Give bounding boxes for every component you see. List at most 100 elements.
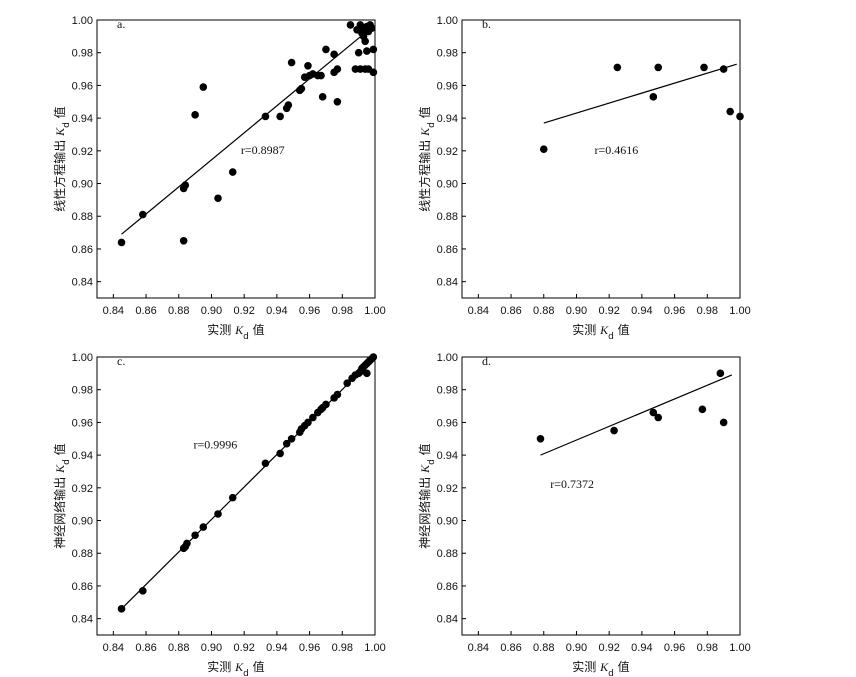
- data-point: [214, 194, 222, 203]
- data-point: [343, 379, 352, 387]
- data-point: [287, 58, 296, 67]
- plot-frame: [96, 19, 376, 299]
- data-point: [654, 413, 663, 422]
- data-point: [333, 390, 342, 399]
- y-tick-label: 1.00: [437, 15, 458, 27]
- data-point: [309, 413, 317, 422]
- data-point: [183, 539, 191, 548]
- y-tick-label: 0.84: [72, 277, 93, 289]
- data-point: [369, 68, 378, 77]
- y-tick-label: 0.94: [437, 450, 458, 462]
- y-tick-label: 0.86: [72, 581, 93, 593]
- data-point: [199, 83, 208, 91]
- y-axis-label: 神经网络输出 Kd 值: [417, 443, 437, 548]
- x-tick-label: 0.90: [201, 305, 222, 317]
- x-tick-label: 0.94: [266, 305, 287, 317]
- y-tick-label: 0.88: [437, 211, 458, 223]
- y-tick-label: 0.84: [437, 277, 458, 289]
- data-point: [117, 238, 126, 247]
- data-point: [228, 493, 237, 502]
- data-point: [354, 48, 363, 57]
- data-point: [199, 523, 208, 531]
- y-tick-label: 0.86: [72, 244, 93, 256]
- x-axis-label: 实测 Kd 值: [207, 322, 264, 342]
- data-point: [700, 63, 708, 72]
- data-point: [536, 434, 545, 443]
- data-point: [214, 510, 222, 518]
- data-point: [726, 107, 734, 116]
- data-point: [363, 369, 371, 378]
- x-tick-label: 0.84: [468, 642, 489, 654]
- data-point: [649, 93, 658, 101]
- x-tick-label: 0.98: [697, 642, 718, 654]
- data-point: [297, 84, 306, 93]
- data-point: [138, 587, 147, 595]
- data-point: [719, 418, 728, 427]
- x-tick-label: 0.96: [299, 305, 320, 317]
- x-tick-label: 0.86: [135, 642, 156, 654]
- x-tick-label: 0.98: [697, 305, 718, 317]
- data-point: [117, 605, 126, 613]
- data-point: [287, 434, 296, 443]
- data-point: [191, 531, 199, 540]
- data-point: [138, 210, 147, 219]
- x-tick-label: 0.88: [533, 305, 554, 317]
- x-tick-label: 0.92: [598, 305, 619, 317]
- plot-frame: [96, 356, 376, 636]
- data-point: [361, 37, 369, 46]
- y-tick-label: 0.86: [437, 581, 458, 593]
- panel-label: c.: [117, 354, 125, 368]
- data-point: [261, 459, 270, 468]
- data-point: [181, 181, 190, 189]
- chart-panel-4: 0.84 0.86 0.88 0.90 0.92 0.94 0.96 0.98 1.00 0.84…: [417, 352, 751, 677]
- data-point: [369, 45, 378, 54]
- data-point: [333, 97, 342, 106]
- chart-panel-3: 0.84 0.86 0.88 0.90 0.92 0.94 0.96 0.98 1.00 0.84…: [52, 352, 386, 677]
- y-tick-label: 1.00: [72, 352, 93, 364]
- y-tick-label: 0.88: [72, 548, 93, 560]
- chart-panel-1: 0.84 0.86 0.88 0.90 0.92 0.94 0.96 0.98 1.00 0.84…: [52, 15, 386, 342]
- y-tick-label: 0.92: [437, 483, 458, 495]
- y-tick-label: 0.98: [72, 48, 93, 60]
- x-tick-label: 1.00: [729, 305, 750, 317]
- correlation-annotation: r=0.4616: [594, 143, 638, 157]
- fit-line: [121, 30, 368, 235]
- plot-frame: [461, 356, 741, 636]
- data-point: [333, 65, 342, 73]
- x-tick-label: 0.92: [598, 642, 619, 654]
- correlation-annotation: r=0.7372: [550, 477, 594, 491]
- panel-label: b.: [482, 17, 491, 31]
- x-tick-label: 0.96: [664, 642, 685, 654]
- x-tick-label: 0.96: [664, 305, 685, 317]
- correlation-annotation: r=0.9996: [193, 438, 237, 452]
- x-tick-label: 0.98: [332, 642, 353, 654]
- y-tick-label: 0.94: [72, 113, 93, 125]
- x-tick-label: 0.90: [566, 642, 587, 654]
- plot-frame: [461, 19, 741, 299]
- data-point: [698, 405, 707, 414]
- y-tick-label: 0.90: [72, 179, 93, 191]
- x-tick-label: 1.00: [729, 642, 750, 654]
- x-tick-label: 0.90: [201, 642, 222, 654]
- chart-panel-2: 0.84 0.86 0.88 0.90 0.92 0.94 0.96 0.98 1.00 0.84…: [417, 15, 751, 342]
- y-tick-label: 0.92: [437, 146, 458, 158]
- data-point: [719, 65, 728, 73]
- data-point: [330, 50, 338, 59]
- y-tick-label: 0.90: [72, 516, 93, 528]
- x-tick-label: 0.92: [233, 642, 254, 654]
- correlation-annotation: r=0.8987: [241, 143, 285, 157]
- x-axis-label: 实测 Kd 值: [572, 322, 629, 342]
- data-point: [276, 449, 284, 458]
- y-tick-label: 0.90: [437, 516, 458, 528]
- data-point: [367, 24, 376, 32]
- x-tick-label: 0.86: [500, 642, 521, 654]
- data-point: [369, 353, 378, 361]
- data-point: [304, 418, 312, 427]
- y-axis-label: 线性方程输出 Kd 值: [417, 106, 437, 211]
- x-tick-label: 0.88: [168, 305, 189, 317]
- data-point: [610, 426, 618, 435]
- y-tick-label: 0.94: [437, 113, 458, 125]
- x-tick-label: 0.94: [631, 642, 652, 654]
- x-tick-label: 0.88: [168, 642, 189, 654]
